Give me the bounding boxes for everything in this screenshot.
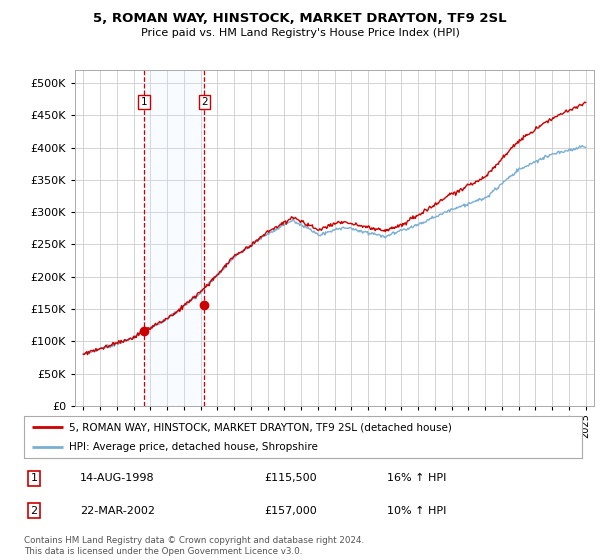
Text: 1: 1	[31, 473, 38, 483]
Text: 14-AUG-1998: 14-AUG-1998	[80, 473, 154, 483]
Text: 5, ROMAN WAY, HINSTOCK, MARKET DRAYTON, TF9 2SL: 5, ROMAN WAY, HINSTOCK, MARKET DRAYTON, …	[93, 12, 507, 25]
Text: 2: 2	[31, 506, 38, 516]
Text: 5, ROMAN WAY, HINSTOCK, MARKET DRAYTON, TF9 2SL (detached house): 5, ROMAN WAY, HINSTOCK, MARKET DRAYTON, …	[68, 422, 452, 432]
Text: 1: 1	[140, 97, 147, 107]
Text: £157,000: £157,000	[264, 506, 317, 516]
Text: 22-MAR-2002: 22-MAR-2002	[80, 506, 155, 516]
Text: 16% ↑ HPI: 16% ↑ HPI	[387, 473, 446, 483]
Text: Price paid vs. HM Land Registry's House Price Index (HPI): Price paid vs. HM Land Registry's House …	[140, 28, 460, 38]
Bar	[144, 70, 204, 406]
Text: Contains HM Land Registry data © Crown copyright and database right 2024.
This d: Contains HM Land Registry data © Crown c…	[24, 536, 364, 556]
Text: £115,500: £115,500	[264, 473, 317, 483]
Text: HPI: Average price, detached house, Shropshire: HPI: Average price, detached house, Shro…	[68, 442, 317, 452]
Text: 10% ↑ HPI: 10% ↑ HPI	[387, 506, 446, 516]
Text: 2: 2	[201, 97, 208, 107]
